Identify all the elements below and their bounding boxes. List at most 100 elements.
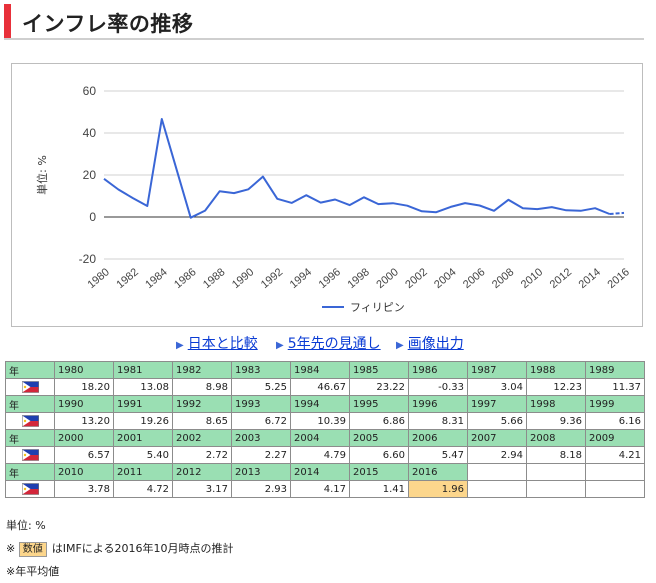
value-cell: 11.37: [585, 378, 645, 396]
x-tick-label: 1992: [259, 266, 285, 291]
compare-japan-link[interactable]: ▶ 日本と比較: [176, 333, 258, 353]
year-cell: 1984: [290, 361, 350, 379]
data-point: [103, 177, 106, 180]
x-tick-label: 2014: [577, 266, 603, 291]
data-point: [579, 209, 582, 212]
five-year-outlook-label: 5年先の見通し: [287, 336, 381, 352]
year-cell: 2012: [172, 463, 232, 481]
value-cell: 5.66: [467, 412, 527, 430]
year-cell: 2015: [349, 463, 409, 481]
image-export-link[interactable]: ▶ 画像出力: [396, 333, 464, 353]
value-cell: 2.72: [172, 446, 232, 464]
value-cell: 6.72: [231, 412, 291, 430]
value-cell: 6.86: [349, 412, 409, 430]
value-cell: 4.21: [585, 446, 645, 464]
value-cell: 13.20: [54, 412, 114, 430]
x-tick-label: 1984: [143, 266, 169, 291]
data-point: [608, 213, 611, 216]
data-point: [363, 196, 366, 199]
data-point: [464, 202, 467, 205]
year-cell: 1990: [54, 395, 114, 413]
data-point: [435, 211, 438, 214]
data-point: [261, 175, 264, 178]
year-cell: 2007: [467, 429, 527, 447]
year-cell: 2013: [231, 463, 291, 481]
year-cell: 2001: [113, 429, 173, 447]
x-tick-label: 2016: [605, 266, 631, 291]
philippines-flag-icon: [21, 483, 39, 495]
value-cell: 19.26: [113, 412, 173, 430]
year-cell: 2008: [526, 429, 586, 447]
year-cell: 2002: [172, 429, 232, 447]
y-tick-label: -20: [79, 252, 97, 266]
value-cell: 6.60: [349, 446, 409, 464]
data-point: [319, 201, 322, 204]
x-tick-label: 2012: [548, 266, 574, 291]
inflation-chart: -20 0 20 40 60 単位: % 1980 1982 1984 1986 1988 1990 1…: [11, 63, 643, 327]
y-tick-label: 0: [89, 210, 96, 224]
x-tick-label: 1994: [288, 266, 314, 291]
empty-cell: [467, 480, 527, 498]
year-cell: 1980: [54, 361, 114, 379]
section-header: インフレ率の推移: [4, 2, 644, 40]
value-row: 3.78 4.72 3.17 2.93 4.17 1.41 1.96: [5, 480, 645, 498]
value-cell: 5.47: [408, 446, 468, 464]
value-cell: 2.94: [467, 446, 527, 464]
data-point: [493, 209, 496, 212]
year-cell: 1989: [585, 361, 645, 379]
year-header-label: 年: [5, 429, 55, 447]
x-tick-label: 2002: [403, 266, 429, 291]
value-cell: 1.96: [408, 480, 468, 498]
data-point: [507, 198, 510, 201]
value-cell: 1.41: [349, 480, 409, 498]
title-accent-bar: [4, 4, 11, 38]
five-year-outlook-link[interactable]: ▶ 5年先の見通し: [276, 333, 381, 353]
data-point: [377, 203, 380, 206]
value-row: 6.57 5.40 2.72 2.27 4.79 6.60 5.47 2.94 8.18 4.21: [5, 446, 645, 464]
value-cell: 6.16: [585, 412, 645, 430]
y-tick-label: 40: [83, 126, 97, 140]
philippines-flag-icon: [21, 449, 39, 461]
x-tick-label: 1980: [85, 266, 111, 291]
year-header-label: 年: [5, 395, 55, 413]
x-tick-label: 1998: [345, 266, 371, 291]
data-point: [290, 201, 293, 204]
year-cell: 1998: [526, 395, 586, 413]
empty-cell: [467, 463, 527, 481]
value-cell: 4.72: [113, 480, 173, 498]
value-cell: 4.17: [290, 480, 350, 498]
triangle-right-icon: ▶: [176, 340, 184, 351]
data-point: [276, 197, 279, 200]
data-point: [391, 202, 394, 205]
x-tick-label: 1996: [317, 266, 343, 291]
estimate-note-text: はIMFによる2016年10月時点の推計: [51, 542, 234, 555]
data-point: [521, 207, 524, 210]
estimate-note-prefix: ※: [6, 542, 16, 555]
value-cell: 9.36: [526, 412, 586, 430]
x-tick-label: 1988: [201, 266, 227, 291]
x-tick-label: 2006: [461, 266, 487, 291]
page-title: インフレ率の推移: [22, 12, 194, 36]
value-cell: 4.79: [290, 446, 350, 464]
year-header-row: 年 2000 2001 2002 2003 2004 2005 2006 2007 2008 200…: [5, 429, 645, 447]
year-cell: 1991: [113, 395, 173, 413]
data-point: [550, 206, 553, 209]
data-point: [204, 209, 207, 212]
empty-cell: [526, 463, 586, 481]
data-point: [334, 198, 337, 201]
series-line-philippines: [103, 118, 610, 219]
compare-japan-label: 日本と比較: [187, 336, 258, 352]
data-point: [160, 117, 163, 120]
data-point: [449, 205, 452, 208]
value-row: 18.20 13.08 8.98 5.25 46.67 23.22 -0.33 3.04 12.…: [5, 378, 645, 396]
empty-cell: [526, 480, 586, 498]
year-cell: 2004: [290, 429, 350, 447]
estimate-note: ※ 数値 はIMFによる2016年10月時点の推計: [6, 537, 233, 560]
year-cell: 2014: [290, 463, 350, 481]
x-tick-label: 2000: [374, 266, 400, 291]
year-cell: 1988: [526, 361, 586, 379]
x-tick-label: 1986: [172, 266, 198, 291]
country-flag-cell: [5, 412, 55, 430]
value-cell: 2.93: [231, 480, 291, 498]
data-point: [348, 204, 351, 207]
